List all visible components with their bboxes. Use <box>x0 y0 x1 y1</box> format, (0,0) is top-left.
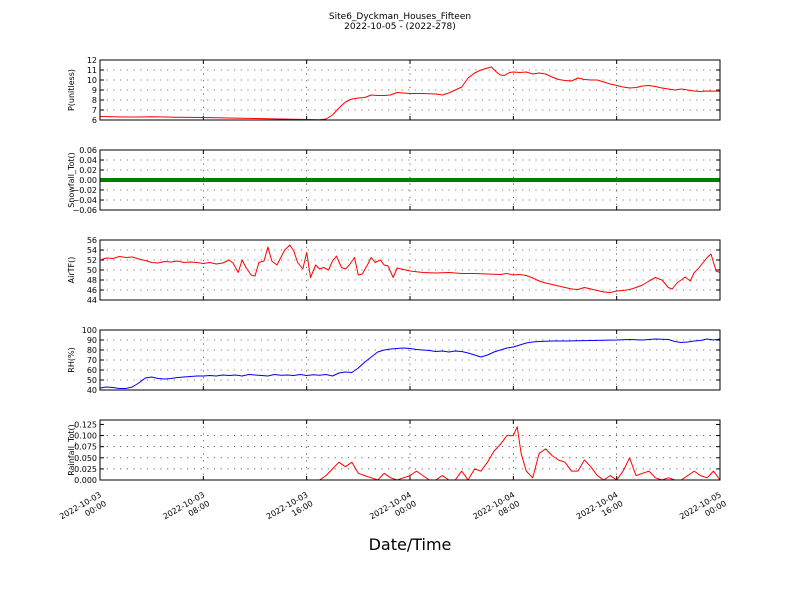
x-tick-labels: 2022-10-0300:00 2022-10-0308:00 2022-10-03… <box>58 490 728 530</box>
series-line <box>100 244 720 293</box>
y-tick-label: 0.125 <box>74 420 97 429</box>
series-line <box>100 426 720 480</box>
y-tick-label: 0.025 <box>74 465 97 474</box>
x-tick-label: 2022-10-0316:00 <box>265 490 315 530</box>
plot-frame <box>99 329 721 391</box>
y-tick-label: 12 <box>87 56 97 65</box>
y-tick-label: 0.050 <box>74 454 97 463</box>
series-line <box>100 66 720 120</box>
plot-frame <box>99 59 721 121</box>
y-tick-label: −0.04 <box>72 196 97 205</box>
y-tick-label: 44 <box>87 296 97 305</box>
y-tick-label: 0.04 <box>79 156 97 165</box>
y-tick-label: 52 <box>87 256 97 265</box>
y-tick-label: 48 <box>87 276 97 285</box>
y-axis-label: Snowfall_Tot() <box>67 152 76 208</box>
x-tick-label: 2022-10-0416:00 <box>575 490 625 530</box>
y-tick-label: 0.06 <box>79 146 97 155</box>
y-tick-label: 0.100 <box>74 432 97 441</box>
y-tick-label: 9 <box>92 86 97 95</box>
y-axis-label: RH(%) <box>67 347 76 372</box>
plot-frame <box>99 239 721 301</box>
y-tick-label: 40 <box>87 386 97 395</box>
y-tick-label: 90 <box>87 336 97 345</box>
y-axis-label: Rainfall_Tot() <box>67 424 76 476</box>
y-tick-label: 11 <box>87 66 97 75</box>
y-tick-label: −0.02 <box>72 186 97 195</box>
y-tick-label: 8 <box>92 96 97 105</box>
y-tick-label: 50 <box>87 376 97 385</box>
plot-frame <box>99 419 721 481</box>
chart-title-line1: Site6_Dyckman_Houses_Fifteen <box>329 12 471 22</box>
y-tick-label: 50 <box>87 266 97 275</box>
x-tick-label: 2022-10-0300:00 <box>58 490 108 530</box>
y-tick-label: 6 <box>92 116 97 125</box>
y-tick-label: 0.00 <box>79 176 97 185</box>
y-tick-label: 100 <box>82 326 97 335</box>
y-tick-label: 10 <box>87 76 97 85</box>
y-tick-label: 56 <box>87 236 97 245</box>
x-tick-label: 2022-10-0408:00 <box>471 490 521 530</box>
subplot-2: −0.06−0.04−0.020.000.020.040.06Snowfall_… <box>67 146 721 215</box>
plot-frame <box>99 149 721 211</box>
y-tick-label: 0.000 <box>74 476 97 485</box>
y-tick-label: −0.06 <box>72 206 97 215</box>
x-tick-label: 2022-10-0308:00 <box>161 490 211 530</box>
series-line <box>100 338 720 389</box>
y-tick-label: 54 <box>87 246 97 255</box>
y-tick-label: 60 <box>87 366 97 375</box>
x-axis-label: Date/Time <box>369 535 452 554</box>
y-axis-label: P(unitless) <box>67 69 76 111</box>
y-tick-label: 0.02 <box>79 166 97 175</box>
x-tick-label: 2022-10-0500:00 <box>678 490 728 530</box>
y-tick-label: 70 <box>87 356 97 365</box>
y-tick-label: 7 <box>92 106 97 115</box>
y-tick-label: 46 <box>87 286 97 295</box>
subplots: 6789101112P(unitless)−0.06−0.04−0.020.00… <box>67 56 721 485</box>
x-tick-label: 2022-10-0400:00 <box>368 490 418 530</box>
y-tick-label: 80 <box>87 346 97 355</box>
y-tick-label: 0.075 <box>74 443 97 452</box>
chart-title-line2: 2022-10-05 - (2022-278) <box>344 22 456 32</box>
y-axis-label: AirTF() <box>67 257 76 284</box>
subplot-5: 0.000 0.025 0.050 0.075 0.100 0.125Rainfall_T… <box>67 419 721 485</box>
